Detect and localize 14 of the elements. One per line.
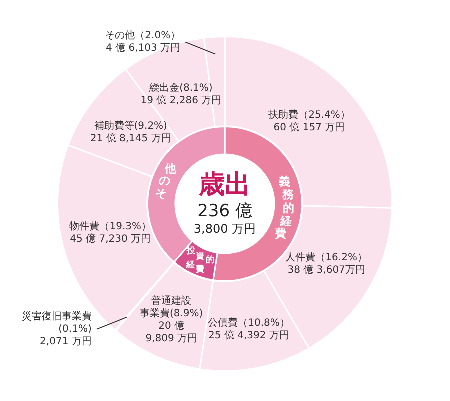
slice-label: 普通建設事業費(8.9%) 20 億 9,809 万円 xyxy=(140,295,204,345)
data-label: (0.1%) 2,071 万円 xyxy=(40,324,92,348)
text: 歳出 xyxy=(198,170,251,200)
slice-label: 物件費（19.3%） 45 億 7,230 万円 xyxy=(70,220,152,245)
slice-label: 災害復旧事業費 xyxy=(22,310,92,323)
slice-label: 人件費（16.2%） 38 億 3,607万円 xyxy=(286,251,368,276)
slice-label: 義務的経費 xyxy=(274,174,296,241)
slice-label: 補助費等(9.2%) 21 億 8,145 万円 xyxy=(90,120,172,145)
text: 236 億 3,800 万円 xyxy=(194,201,256,236)
slice-label: その他（2.0%） 4 億 6,103 万円 xyxy=(105,30,181,54)
slice-label: 公債費（10.8%） 25 億 4,392 万円 xyxy=(208,317,290,342)
slice-label: 繰出金(8.1%) 19 億 2,286 万円 xyxy=(140,82,222,106)
slice-label: 扶助費（25.4%） 60 億 157 万円 xyxy=(268,108,350,134)
slice-label: その他 xyxy=(156,162,178,201)
